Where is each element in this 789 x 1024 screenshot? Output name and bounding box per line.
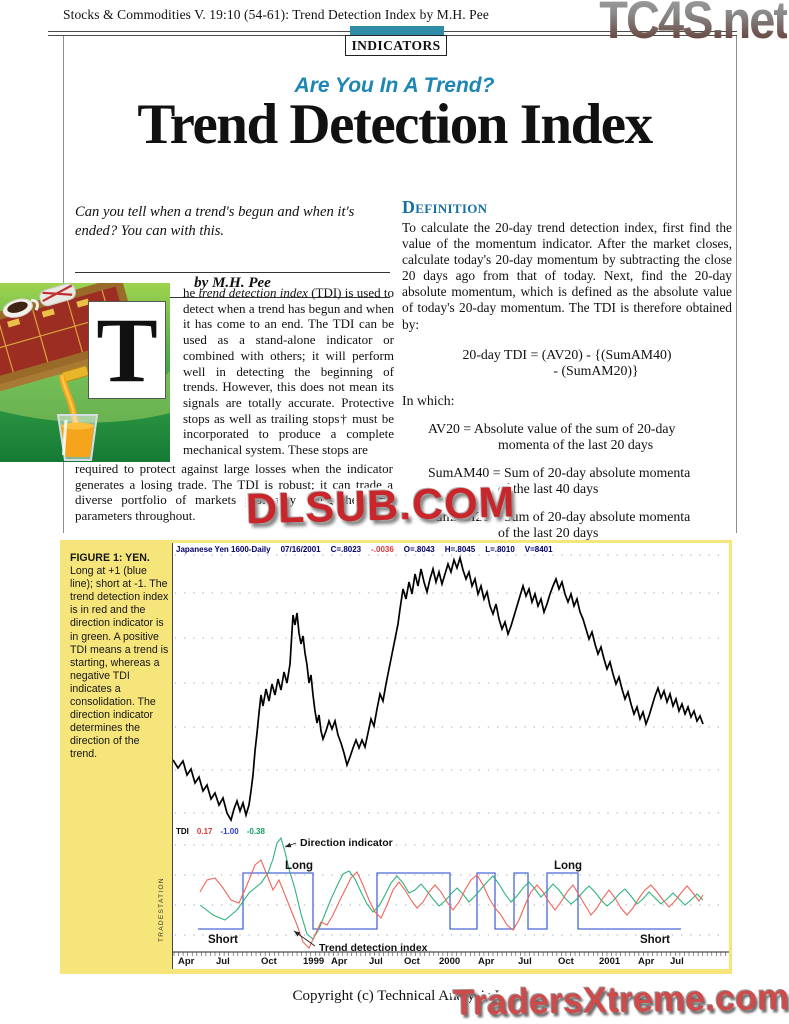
section-tab-accent — [350, 26, 444, 37]
byline: by M.H. Pee — [194, 275, 271, 291]
dropcap-box: T — [88, 301, 166, 399]
formula-line: 20-day TDI = (AV20) - {(SumAM40) — [462, 346, 672, 362]
annotation-arrow-head — [285, 842, 292, 848]
position-label-short: Short — [640, 934, 670, 946]
x-tick-label: Jul — [216, 956, 230, 967]
x-tick-label: Oct — [404, 956, 421, 967]
term-line: of the last 20 days — [498, 524, 599, 540]
yen-chart: Japanese Yen 1600-Daily 07/16/2001 C=.8023… — [172, 543, 731, 969]
x-tick-label: Oct — [558, 956, 575, 967]
section-label: INDICATORS — [345, 35, 447, 56]
x-tick-label: Apr — [638, 956, 655, 967]
byline-rule-top — [75, 272, 390, 273]
intro-text-italic: trend detection index — [198, 285, 308, 300]
annotation-label: Direction indicator — [300, 837, 393, 849]
article-title: Trend Detection Index — [137, 93, 653, 156]
intro-text-rest: (TDI) is used to detect when a trend has… — [183, 285, 394, 458]
x-tick-label: Oct — [261, 956, 278, 967]
position-label-long: Long — [285, 860, 313, 872]
series-position — [198, 872, 681, 930]
position-label-long: Long — [554, 860, 582, 872]
x-tick-label: 2000 — [439, 956, 460, 967]
tdi-legend: TDI 0.17 -1.00 -0.38 — [176, 827, 265, 836]
intro-paragraph-continued: required to protect against large losses… — [75, 461, 393, 523]
formula-line: - (SumAM20)} — [553, 362, 639, 378]
definition-column: Definition To calculate the 20-day trend… — [402, 197, 732, 541]
term-sumam40: SumAM40 = Sum of 20-day absolute momenta… — [402, 465, 732, 497]
x-tick-label: 1999 — [303, 956, 324, 967]
figure-caption: FIGURE 1: YEN. Long at +1 (blue line); s… — [70, 552, 169, 762]
intro-text-lead: he — [183, 285, 199, 300]
figure-1: FIGURE 1: YEN. Long at +1 (blue line); s… — [60, 540, 732, 974]
annotation-arrow-head — [294, 931, 301, 937]
series-trend-detection-index — [199, 859, 704, 949]
position-label-short: Short — [208, 934, 238, 946]
standfirst: Can you tell when a trend's begun and wh… — [75, 204, 355, 239]
series-direction-indicator — [199, 836, 704, 940]
term-line: momenta of the last 20 days — [498, 436, 654, 452]
copyright-line: Copyright (c) Technical Analysis I — [292, 988, 500, 1004]
intro-paragraph: he trend detection index (TDI) is used t… — [183, 285, 394, 458]
term-line: SumAM20 = Sum of 20-day absolute momenta — [428, 508, 691, 524]
x-tick-label: Jul — [369, 956, 383, 967]
byline-rule-bottom — [75, 297, 390, 298]
x-tick-label: Apr — [331, 956, 348, 967]
figure-caption-text: Long at +1 (blue line); short at -1. The… — [70, 565, 169, 761]
term-line: SumAM40 = Sum of 20-day absolute momenta — [428, 464, 691, 480]
series-price — [172, 554, 704, 823]
figure-caption-label: FIGURE 1: YEN. — [70, 552, 150, 564]
x-tick-label: Apr — [178, 956, 195, 967]
definition-body: To calculate the 20-day trend detection … — [402, 220, 732, 332]
kicker: Are You In A Trend? — [294, 74, 495, 97]
watermark-tradersxtreme: TradersXtreme.com — [450, 974, 789, 1024]
x-tick-label: Jul — [518, 956, 532, 967]
chart-quote-line: Japanese Yen 1600-Daily 07/16/2001 C=.8023… — [176, 545, 553, 554]
x-tick-label: 2001 — [599, 956, 621, 967]
annotation-label: Trend detection index — [319, 942, 428, 954]
tradestation-credit: TRADESTATION — [158, 877, 165, 942]
term-line: of the last 40 days — [498, 480, 599, 496]
journal-reference: Stocks & Commodities V. 19:10 (54-61): T… — [63, 7, 489, 22]
definition-heading: Definition — [402, 197, 488, 217]
x-tick-label: Jul — [670, 956, 684, 967]
watermark-dlsub: DLSUB.COM — [242, 475, 519, 536]
term-av20: AV20 = Absolute value of the sum of 20-d… — [402, 421, 732, 453]
in-which-label: In which: — [402, 392, 455, 408]
x-axis-ticks — [173, 952, 731, 956]
grass-highlight — [0, 365, 170, 423]
yen-chart-svg: Japanese Yen 1600-Daily 07/16/2001 C=.8023… — [172, 545, 731, 967]
x-tick-label: Apr — [478, 956, 495, 967]
dropcap-letter: T — [96, 299, 158, 401]
tdi-formula: 20-day TDI = (AV20) - {(SumAM40) - (SumA… — [402, 347, 732, 379]
watermark-tc4s: TC4S.net — [599, 0, 789, 50]
term-sumam20: SumAM20 = Sum of 20-day absolute momenta… — [402, 509, 732, 541]
term-line: AV20 = Absolute value of the sum of 20-d… — [428, 420, 676, 436]
page-border-right — [736, 36, 737, 533]
